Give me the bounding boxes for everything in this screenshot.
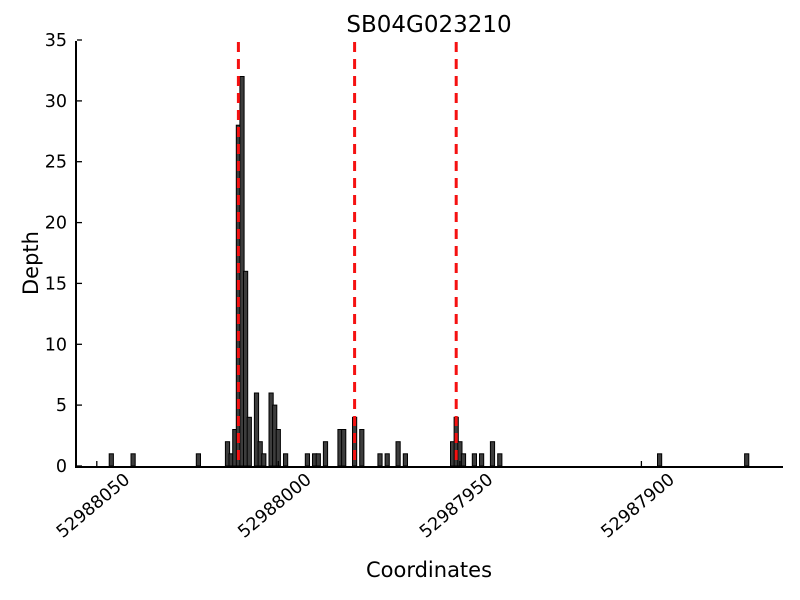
x-tick-label: 52987950 (416, 470, 497, 543)
depth-bar (195, 453, 202, 467)
y-tick-label: 15 (45, 274, 67, 294)
y-axis-label: Depth (19, 231, 43, 295)
depth-bar (744, 453, 750, 467)
y-tick-label: 5 (56, 396, 67, 416)
depth-bar (359, 429, 365, 467)
x-axis-label: Coordinates (365, 558, 493, 582)
depth-bar (471, 453, 477, 467)
depth-bar (657, 453, 663, 467)
depth-bar (130, 453, 136, 467)
depth-bar (479, 453, 485, 467)
x-tick-label: 52988000 (235, 470, 316, 543)
x-tick-label: 52988050 (53, 470, 134, 543)
y-tick-label: 35 (45, 31, 67, 51)
depth-bar (489, 441, 496, 467)
depth-bar (377, 453, 383, 467)
chart-title: SB04G023210 (346, 12, 512, 38)
x-tick-label: 52987900 (598, 470, 679, 543)
depth-bar (261, 453, 267, 467)
depth-bar (246, 416, 252, 467)
depth-bar (395, 441, 401, 467)
depth-bar (283, 453, 289, 467)
y-tick-label: 0 (56, 457, 67, 477)
y-tick-label: 25 (45, 153, 67, 173)
depth-bar (341, 429, 347, 467)
depth-bar (304, 453, 310, 467)
depth-bar (402, 453, 408, 467)
y-tick-label: 20 (45, 214, 67, 234)
depth-bar (315, 453, 321, 467)
y-tick-label: 10 (45, 335, 67, 355)
depth-bar (322, 441, 329, 467)
depth-bar (460, 453, 467, 467)
depth-bar (497, 453, 503, 467)
depth-bar (384, 453, 390, 467)
depth-bar (108, 453, 114, 467)
depth-bar (275, 429, 281, 467)
y-tick-label: 30 (45, 92, 67, 112)
